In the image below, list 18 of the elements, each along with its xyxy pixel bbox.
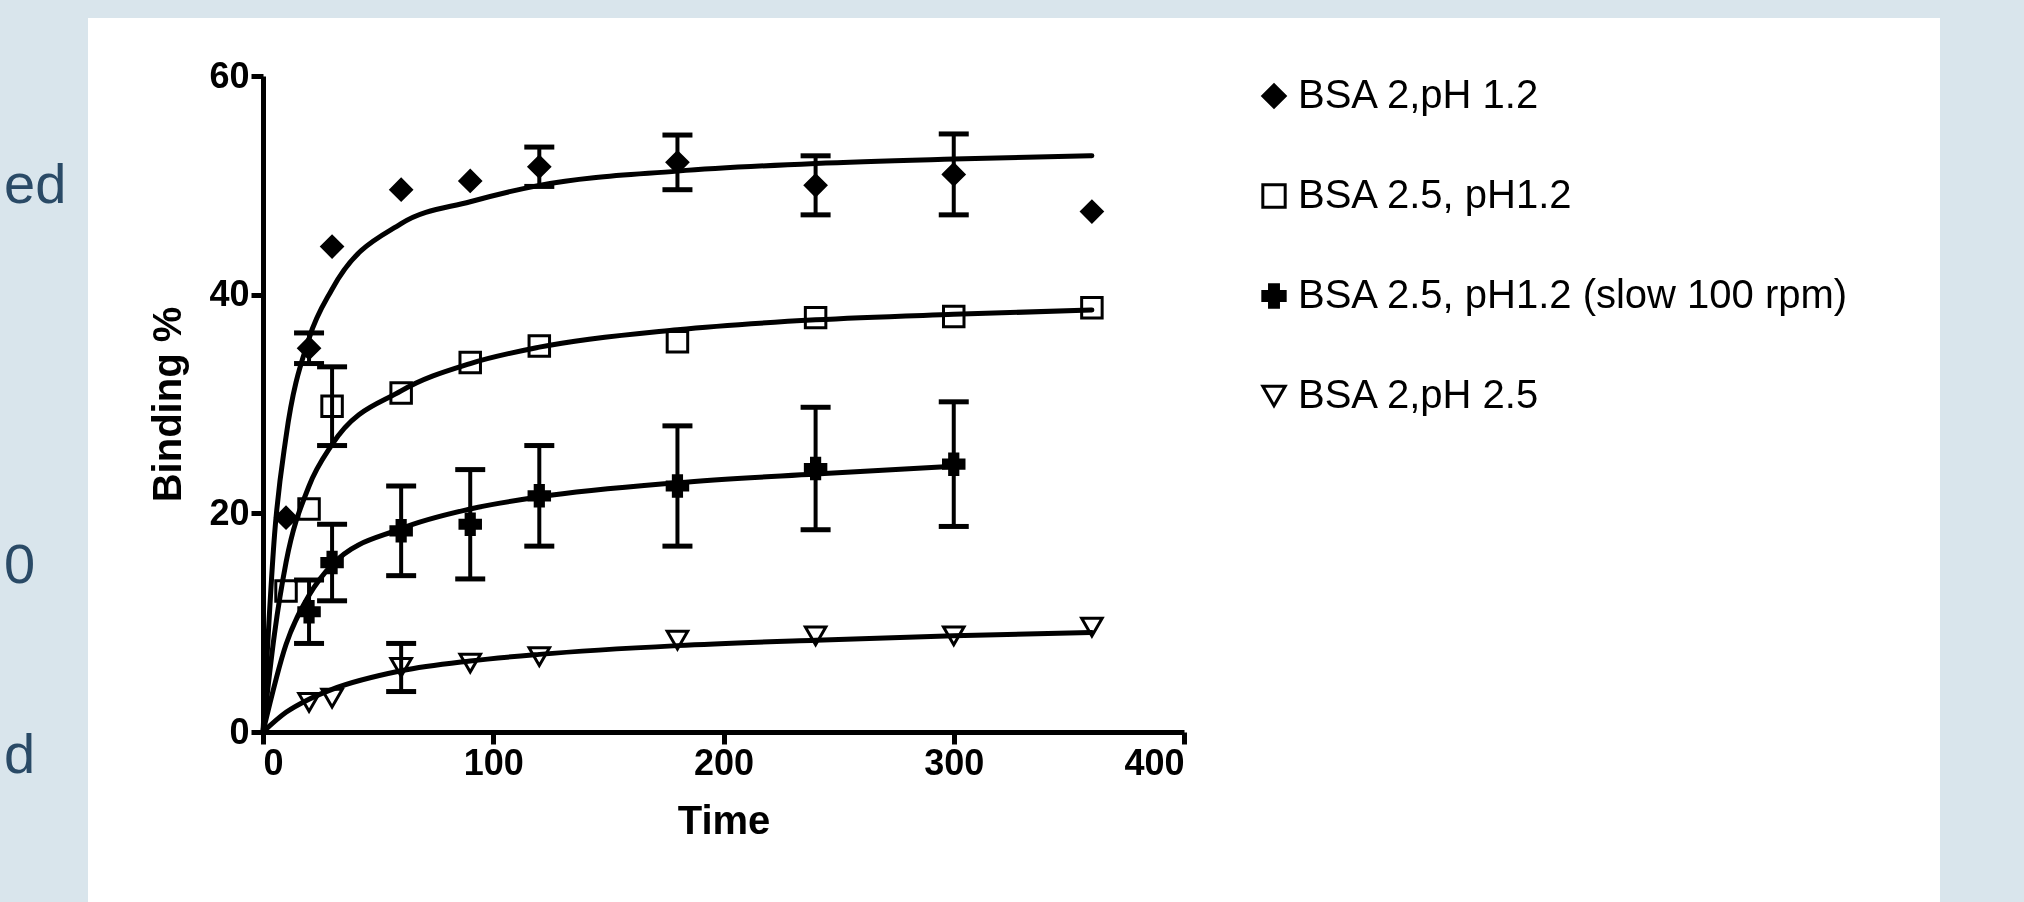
- y-tick-label: 20: [209, 491, 250, 533]
- x-tick-label: 0: [263, 741, 284, 783]
- legend-label: BSA 2,pH 1.2: [1298, 72, 1539, 116]
- x-tick-label: 100: [463, 741, 524, 783]
- x-tick-label: 300: [924, 741, 985, 783]
- y-tick-label: 60: [209, 54, 250, 96]
- text: 0: [4, 531, 36, 597]
- legend-label: BSA 2.5, pH1.2 (slow 100 rpm): [1298, 272, 1848, 316]
- x-tick-label: 400: [1124, 741, 1185, 783]
- y-tick-label: 40: [209, 273, 250, 315]
- text: ed: [4, 151, 67, 217]
- legend-label: BSA 2,pH 2.5: [1298, 372, 1539, 416]
- x-axis-title: Time: [677, 797, 771, 842]
- x-tick-label: 200: [693, 741, 755, 783]
- y-axis-title: Binding %: [145, 306, 190, 503]
- y-tick-label: 0: [229, 710, 250, 752]
- legend-label: BSA 2.5, pH1.2: [1298, 172, 1572, 216]
- text: d: [4, 721, 36, 787]
